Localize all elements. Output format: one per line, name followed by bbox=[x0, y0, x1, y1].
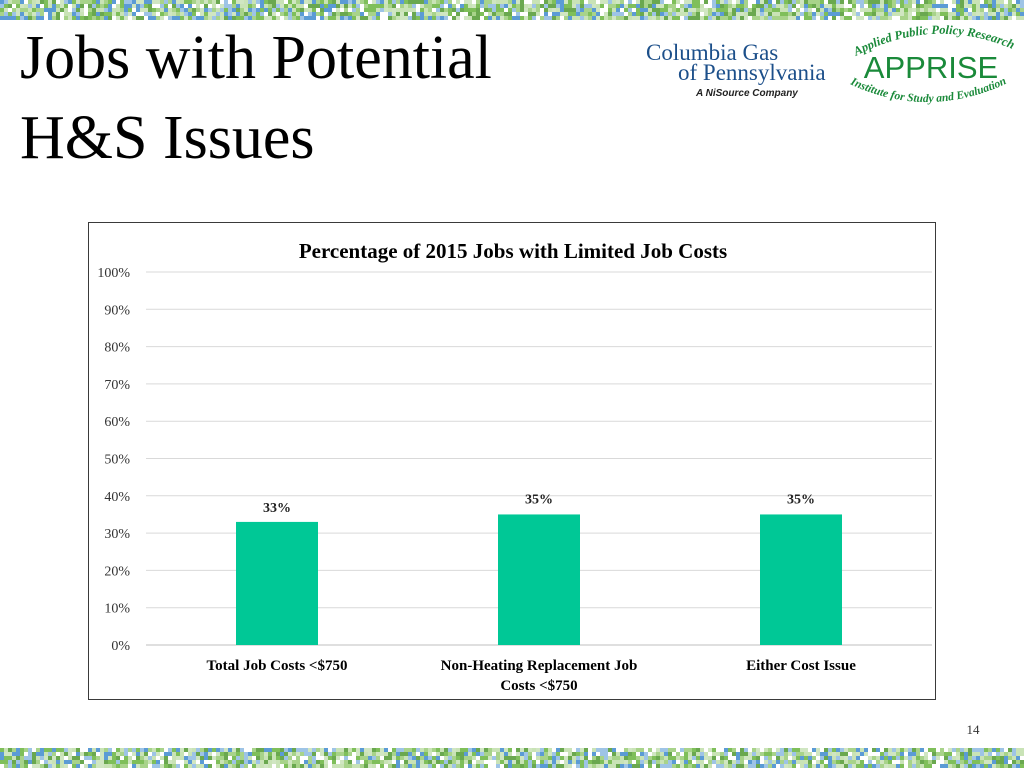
data-label: 33% bbox=[263, 501, 291, 516]
decorative-bottom-band bbox=[0, 748, 1024, 768]
x-category-label: Costs <$750 bbox=[500, 678, 577, 694]
chart-frame: Percentage of 2015 Jobs with Limited Job… bbox=[88, 222, 936, 700]
data-label: 35% bbox=[525, 492, 553, 507]
bar bbox=[760, 514, 842, 645]
decorative-pattern bbox=[0, 0, 1024, 20]
y-tick-label: 40% bbox=[104, 490, 130, 505]
slide-title-line-2: H&S Issues bbox=[20, 104, 315, 172]
y-tick-label: 90% bbox=[104, 303, 130, 318]
data-label: 35% bbox=[787, 492, 815, 507]
apprise-name: APPRISE bbox=[864, 50, 998, 85]
x-category-label: Non-Heating Replacement Job bbox=[441, 658, 638, 674]
chart-title: Percentage of 2015 Jobs with Limited Job… bbox=[299, 239, 727, 263]
y-tick-label: 50% bbox=[104, 453, 130, 468]
y-tick-label: 70% bbox=[104, 378, 130, 393]
y-tick-label: 0% bbox=[111, 639, 130, 654]
apprise-logo-graphic: Applied Public Policy Research APPRISE I… bbox=[848, 23, 1017, 105]
apprise-logo: Applied Public Policy Research APPRISE I… bbox=[842, 22, 1020, 117]
decorative-top-band bbox=[0, 0, 1024, 20]
y-tick-label: 100% bbox=[97, 266, 130, 281]
y-tick-label: 30% bbox=[104, 527, 130, 542]
x-category-label: Total Job Costs <$750 bbox=[207, 658, 348, 674]
columbia-logo-tagline: A NiSource Company bbox=[696, 88, 798, 99]
bar-chart: Percentage of 2015 Jobs with Limited Job… bbox=[97, 239, 932, 694]
y-tick-label: 80% bbox=[104, 341, 130, 356]
bar bbox=[498, 514, 580, 645]
slide-title: Jobs with Potential H&S Issues bbox=[20, 18, 620, 178]
y-tick-label: 20% bbox=[104, 564, 130, 579]
columbia-logo-line-2: of Pennsylvania bbox=[678, 60, 826, 85]
page-number: 14 bbox=[966, 722, 980, 737]
columbia-gas-logo: Columbia Gas of Pennsylvania A NiSource … bbox=[640, 36, 840, 106]
bar bbox=[236, 521, 318, 645]
columbia-logo-line-1: Columbia Gas bbox=[646, 40, 779, 65]
y-tick-label: 60% bbox=[104, 415, 130, 430]
slide-title-line-1: Jobs with Potential bbox=[20, 24, 492, 92]
decorative-pattern bbox=[0, 748, 1024, 768]
x-category-label: Either Cost Issue bbox=[746, 658, 856, 674]
y-tick-label: 10% bbox=[104, 602, 130, 617]
